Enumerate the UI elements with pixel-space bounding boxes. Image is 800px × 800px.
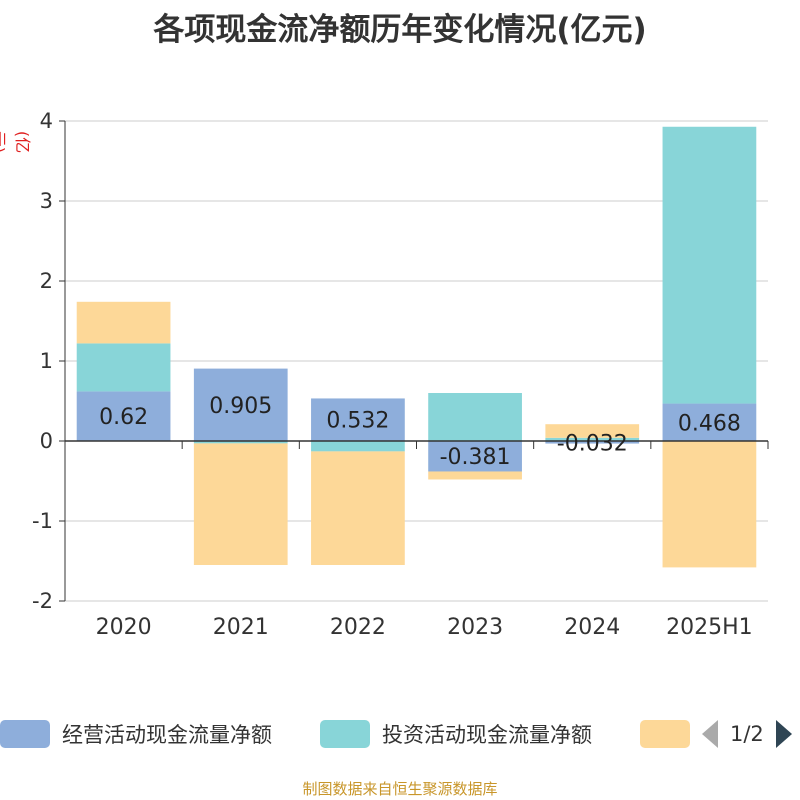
legend-label-operating: 经营活动现金流量净额 [62,723,272,747]
x-tick-label: 2020 [96,615,152,640]
y-tick-label: 0 [40,429,53,453]
legend-item-investing[interactable]: 投资活动现金流量净额 [320,716,592,752]
data-label-2024: -0.032 [557,431,628,456]
chart-title: 各项现金流净额历年变化情况(亿元) [153,12,647,48]
bar-2023-series-2 [428,471,522,480]
bar-2021-series-2 [193,443,288,565]
bar-2024-series-2 [545,424,640,438]
axes: -2 -1 0 1 2 3 4 2020 2021 2022 2023 2024 2025H1 [32,109,769,640]
bar-2022-series-0 [311,398,405,441]
legend: 经营活动现金流量净额 投资活动现金流量净额 [0,716,800,752]
data-label-2023: -0.381 [440,445,511,470]
legend-label-investing: 投资活动现金流量净额 [382,723,592,747]
legend-pager: 1/2 [702,716,792,752]
bar-2024-series-1 [545,437,640,441]
legend-next-page-icon[interactable] [775,720,792,748]
data-label-2022: 0.532 [326,409,389,434]
bar-2025H1-series-1 [662,126,757,404]
data-label-2021: 0.905 [209,394,272,419]
bar-2025H1-series-0 [662,403,757,441]
x-tick-label: 2023 [447,615,503,640]
legend-swatch-financing [640,720,690,748]
y-tick-label: -2 [32,589,53,613]
x-tick-label: 2021 [213,615,269,640]
legend-swatch-investing [320,720,370,748]
legend-page-indicator: 1/2 [730,722,764,746]
legend-swatch-operating [0,720,50,748]
data-labels: 0.62 0.905 0.532 -0.381 -0.032 0.468 [99,394,741,470]
x-tick-label: 2024 [564,615,620,640]
data-label-2025H1: 0.468 [678,411,741,436]
y-tick-label: -1 [32,509,53,533]
bars [76,126,757,568]
x-tick-label: 2025H1 [666,615,753,640]
bar-2020-series-2 [76,301,171,344]
bar-2024-series-0 [545,441,640,444]
bar-2025H1-series-2 [662,441,757,568]
legend-item-financing[interactable] [640,716,690,752]
bar-2020-series-1 [76,343,171,392]
bar-2022-series-1 [311,441,405,452]
y-tick-label: 1 [40,349,53,373]
legend-prev-page-icon[interactable] [702,720,718,748]
bar-2022-series-2 [311,451,405,565]
legend-item-operating[interactable]: 经营活动现金流量净额 [0,716,272,752]
y-tick-label: 3 [40,189,53,213]
grid-lines [65,120,768,602]
bar-2023-series-1 [428,393,522,441]
bar-2020-series-0 [76,391,171,441]
y-tick-label: 2 [40,269,53,293]
y-tick-label: 4 [40,109,53,133]
x-tick-label: 2022 [330,615,386,640]
data-label-2020: 0.62 [99,405,148,430]
bar-2021-series-0 [193,368,288,441]
bar-2023-series-0 [428,441,522,472]
data-source-note: 制图数据来自恒生聚源数据库 [302,780,498,798]
bar-2021-series-1 [193,441,288,444]
